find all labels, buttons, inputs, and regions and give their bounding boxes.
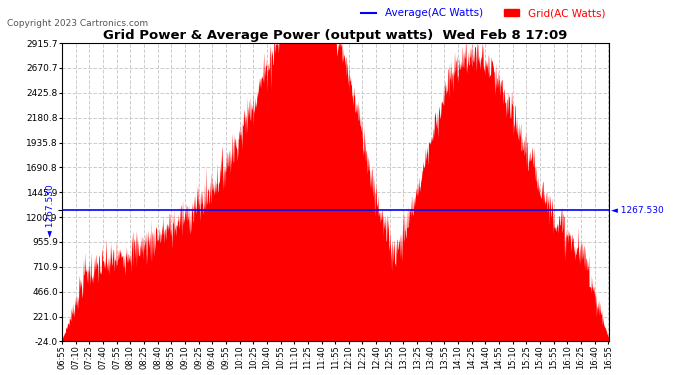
Legend: Average(AC Watts), Grid(AC Watts): Average(AC Watts), Grid(AC Watts) bbox=[357, 4, 609, 22]
Text: ◄ 1267.530: ◄ 1267.530 bbox=[611, 206, 664, 215]
Text: Copyright 2023 Cartronics.com: Copyright 2023 Cartronics.com bbox=[7, 19, 148, 28]
Title: Grid Power & Average Power (output watts)  Wed Feb 8 17:09: Grid Power & Average Power (output watts… bbox=[104, 29, 568, 42]
